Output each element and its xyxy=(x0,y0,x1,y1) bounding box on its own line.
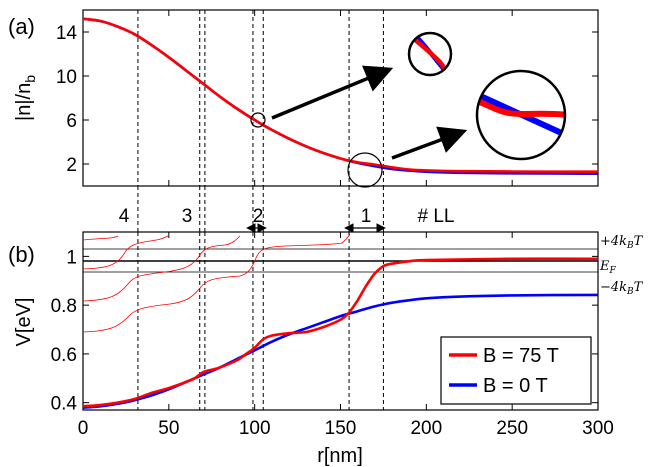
xtick-label: 200 xyxy=(410,418,442,439)
panel-b-label: (b) xyxy=(8,242,35,267)
legend-box xyxy=(440,336,592,405)
legend-label-b75: B = 75 T xyxy=(483,345,559,367)
xtick-label: 100 xyxy=(239,418,271,439)
panel-a-ylabel: |n|/nb xyxy=(13,75,38,121)
ll-header: # LL xyxy=(418,206,455,227)
zoom-circle-small xyxy=(407,31,453,77)
xtick-label: 50 xyxy=(158,418,179,439)
minus-4kbt-label: −4kBT xyxy=(600,280,644,297)
panel-a-curves xyxy=(83,17,598,175)
xtick-label: 0 xyxy=(78,418,89,439)
panel-a-yticks: 2 6 10 14 xyxy=(56,10,599,186)
ytick-label: 2 xyxy=(66,155,77,176)
legend-label-b0: B = 0 T xyxy=(483,375,548,397)
zoom-arrow-1 xyxy=(271,65,394,120)
ytick-label: 0.4 xyxy=(51,394,78,415)
plus-4kbt-label: +4kBT xyxy=(600,234,644,251)
panel-b-yticks: 0.4 0.6 0.8 1 xyxy=(51,247,598,415)
ytick-label: 1 xyxy=(66,247,77,268)
panel-b-ylabel: V[eV] xyxy=(13,298,35,347)
panel-a-label: (a) xyxy=(8,14,35,39)
landau-level-line xyxy=(83,235,169,270)
zoom-inset-large xyxy=(477,71,565,159)
ll-label-3: 3 xyxy=(182,206,193,227)
ytick-label: 6 xyxy=(66,111,77,132)
ll-label-2: 2 xyxy=(253,206,264,227)
landau-level-line xyxy=(83,233,351,333)
panel-b-xlabel: r[nm] xyxy=(317,445,363,467)
zoom-arrow-2 xyxy=(391,126,468,160)
legend: B = 75 T B = 0 T xyxy=(440,336,592,405)
ll-label-4: 4 xyxy=(119,206,130,227)
xtick-label: 250 xyxy=(496,418,528,439)
panel-b-xticks: 0 50 100 150 200 250 300 xyxy=(78,232,614,439)
zoom-marker-large xyxy=(347,152,383,188)
zoom-marker-small xyxy=(250,112,266,128)
ll-dashed-lines-b xyxy=(137,232,384,410)
landau-level-line xyxy=(83,235,119,241)
density-curve-b75 xyxy=(83,17,598,173)
ll-labels: 4 3 2 1 # LL xyxy=(119,206,455,227)
ytick-label: 0.6 xyxy=(51,345,77,366)
zoom-circle-large xyxy=(475,69,567,161)
panel-b-curves xyxy=(83,257,598,409)
ytick-label: 10 xyxy=(56,67,77,88)
ll-dashed-lines-a xyxy=(137,10,384,232)
xtick-label: 300 xyxy=(582,418,614,439)
landau-level-line xyxy=(83,235,241,302)
potential-curve-b0 xyxy=(83,293,598,409)
energy-reference-lines xyxy=(83,248,598,273)
potential-curve-b75 xyxy=(83,257,598,408)
fermi-label: EF xyxy=(599,259,617,276)
ytick-label: 0.8 xyxy=(51,296,77,317)
ytick-label: 14 xyxy=(56,23,78,44)
xtick-label: 150 xyxy=(325,418,357,439)
ll-label-1: 1 xyxy=(361,206,372,227)
landau-levels xyxy=(83,233,351,333)
